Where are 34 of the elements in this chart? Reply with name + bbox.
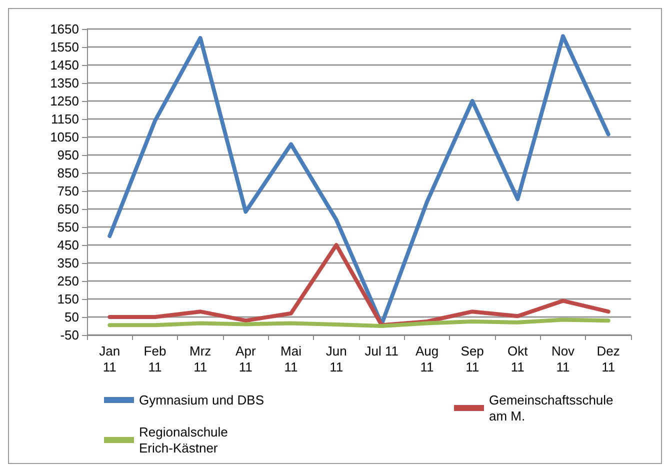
y-tick-label: -50: [60, 328, 79, 342]
x-tick-label: Dez 11: [596, 344, 620, 374]
x-tick-label: Sep 11: [460, 344, 484, 374]
y-tick-label: 250: [57, 274, 79, 288]
x-tick-label: Feb 11: [144, 344, 166, 374]
y-tick-label: 750: [57, 184, 79, 198]
y-tick-label: 1050: [50, 130, 79, 144]
x-tick-label: Nov 11: [551, 344, 576, 374]
y-tick-label: 950: [57, 148, 79, 162]
line-series: [108, 318, 610, 328]
y-tick-label: 650: [57, 202, 79, 216]
y-tick-label: 50: [64, 310, 79, 324]
y-tick-label: 1550: [50, 40, 79, 54]
x-tick-label: Jan 11: [99, 344, 120, 374]
y-tick-label: 350: [57, 256, 79, 270]
y-tick-label: 150: [57, 292, 79, 306]
legend-label: Gymnasium und DBS: [139, 392, 264, 408]
x-tick-label: Mrz 11: [189, 344, 212, 374]
y-tick-label: 1150: [51, 112, 79, 126]
x-tick-label: Jun 11: [326, 344, 347, 374]
y-tick-label: 550: [57, 220, 79, 234]
x-tick-label: Okt 11: [508, 344, 528, 374]
x-tick-label: Jul 11: [364, 344, 399, 358]
x-tick-label: Mai 11: [280, 344, 302, 374]
y-tick-label: 1350: [50, 76, 79, 90]
legend-label: Gemeinschaftsschule am M.: [489, 392, 614, 424]
x-tick-label: Aug 11: [415, 344, 439, 374]
x-tick-label: Apr 11: [236, 344, 256, 374]
y-tick-label: 450: [57, 238, 79, 252]
legend-label: Regionalschule Erich-Kästner: [139, 424, 228, 456]
y-tick-label: 850: [57, 166, 79, 180]
y-tick-label: 1450: [50, 58, 79, 72]
y-tick-label: 1250: [50, 94, 79, 108]
y-tick-label: 1650: [50, 22, 79, 36]
